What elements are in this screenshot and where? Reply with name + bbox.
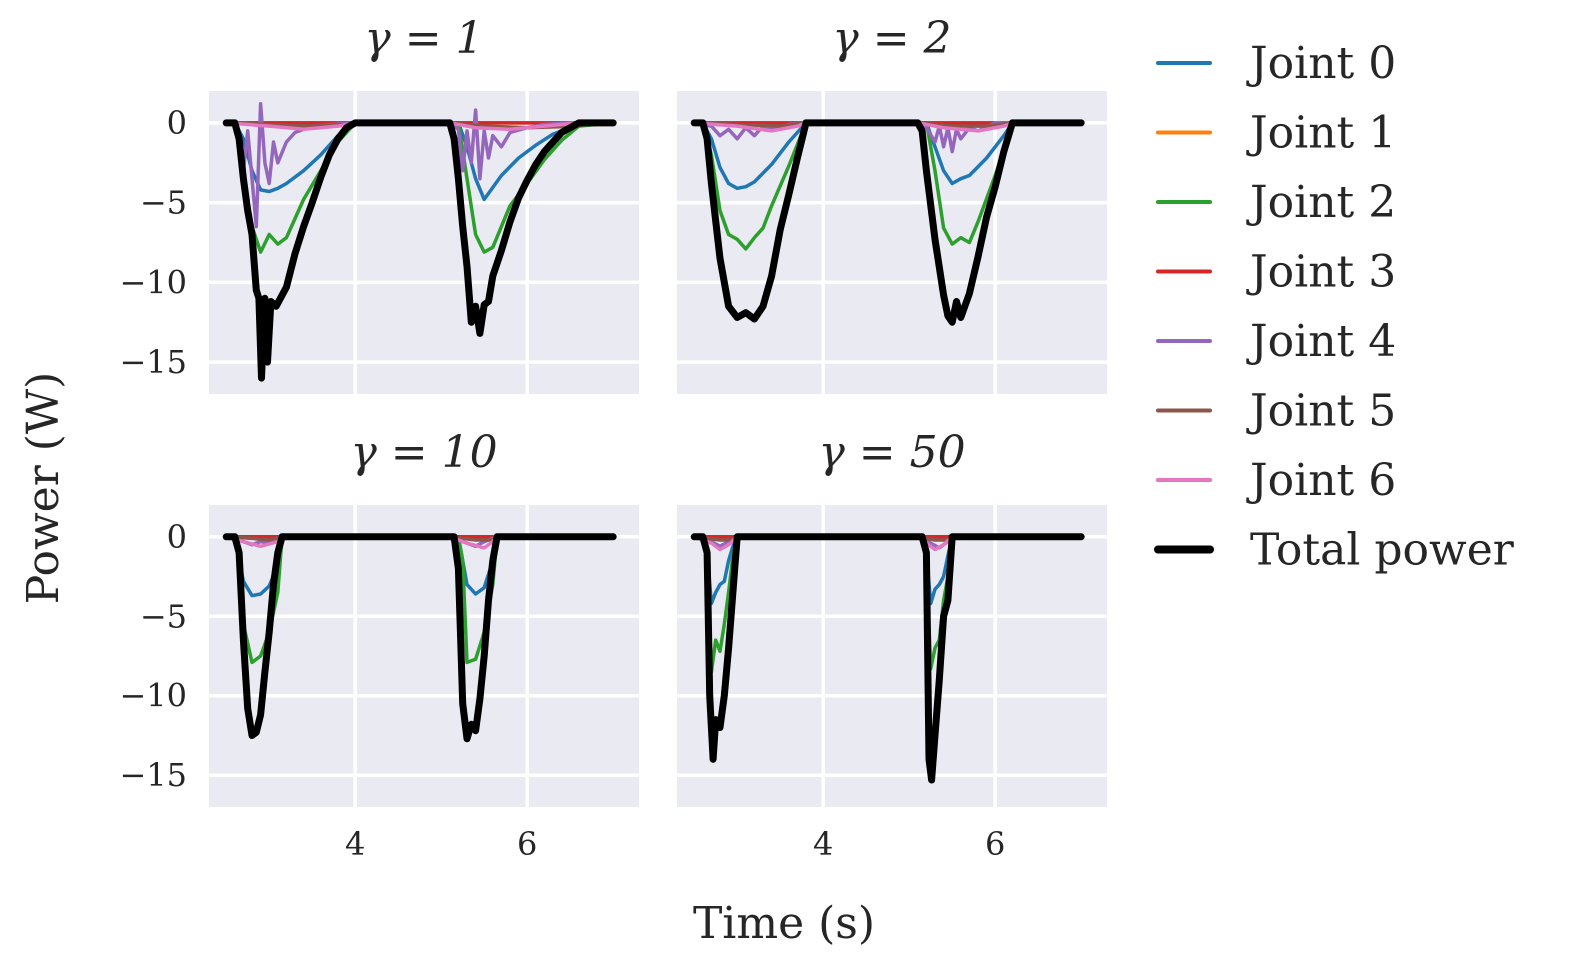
subplot-3: 4 6 γ = 50: [677, 427, 1107, 863]
y-tick-label: 0: [167, 518, 187, 556]
legend: Joint 0 Joint 1 Joint 2 Joint 3 Joint 4 Joint…: [1154, 38, 1515, 576]
plot-background: [677, 505, 1107, 807]
plot-background: [209, 505, 639, 807]
x-tick-label: 6: [517, 825, 537, 863]
legend-label: Joint 4: [1246, 316, 1396, 367]
subplot-title: γ = 50: [818, 427, 965, 478]
subplots-group: 0 −5 −10 −15 γ = 1 γ = 2 0 −5 −10 −15 4 6 γ = 10 4 6 γ …: [119, 13, 1107, 863]
y-axis-label: Power (W): [18, 372, 69, 605]
subplot-title: γ = 2: [832, 13, 951, 64]
legend-label: Joint 1: [1246, 108, 1396, 159]
x-tick-label: 4: [813, 825, 833, 863]
plot-background: [209, 91, 639, 394]
y-tick-label: −15: [119, 756, 187, 794]
y-tick-label: −10: [119, 677, 187, 715]
y-tick-label: −5: [140, 597, 187, 635]
y-tick-label: −5: [140, 184, 187, 222]
x-tick-label: 6: [985, 825, 1005, 863]
series-line-total-power: [690, 533, 1085, 784]
subplot-1: γ = 2: [677, 13, 1107, 394]
subplot-title: γ = 1: [364, 13, 483, 64]
series-line-total-power: [222, 533, 617, 743]
y-tick-label: 0: [167, 104, 187, 142]
legend-label: Joint 6: [1246, 455, 1396, 506]
legend-label: Joint 5: [1246, 386, 1396, 437]
series-line-total-power: [690, 119, 1085, 326]
x-axis-label: Time (s): [693, 898, 875, 949]
subplot-0: 0 −5 −10 −15 γ = 1: [119, 13, 639, 394]
legend-label: Joint 2: [1246, 177, 1396, 228]
legend-label: Joint 0: [1246, 38, 1396, 89]
y-tick-label: −15: [119, 343, 187, 381]
subplot-2: 0 −5 −10 −15 4 6 γ = 10: [119, 427, 639, 863]
y-tick-label: −10: [119, 263, 187, 301]
legend-label: Joint 3: [1246, 247, 1396, 298]
series-line-total-power: [222, 119, 617, 382]
subplot-title: γ = 10: [350, 427, 497, 478]
x-tick-label: 4: [345, 825, 365, 863]
legend-label: Total power: [1250, 525, 1515, 576]
